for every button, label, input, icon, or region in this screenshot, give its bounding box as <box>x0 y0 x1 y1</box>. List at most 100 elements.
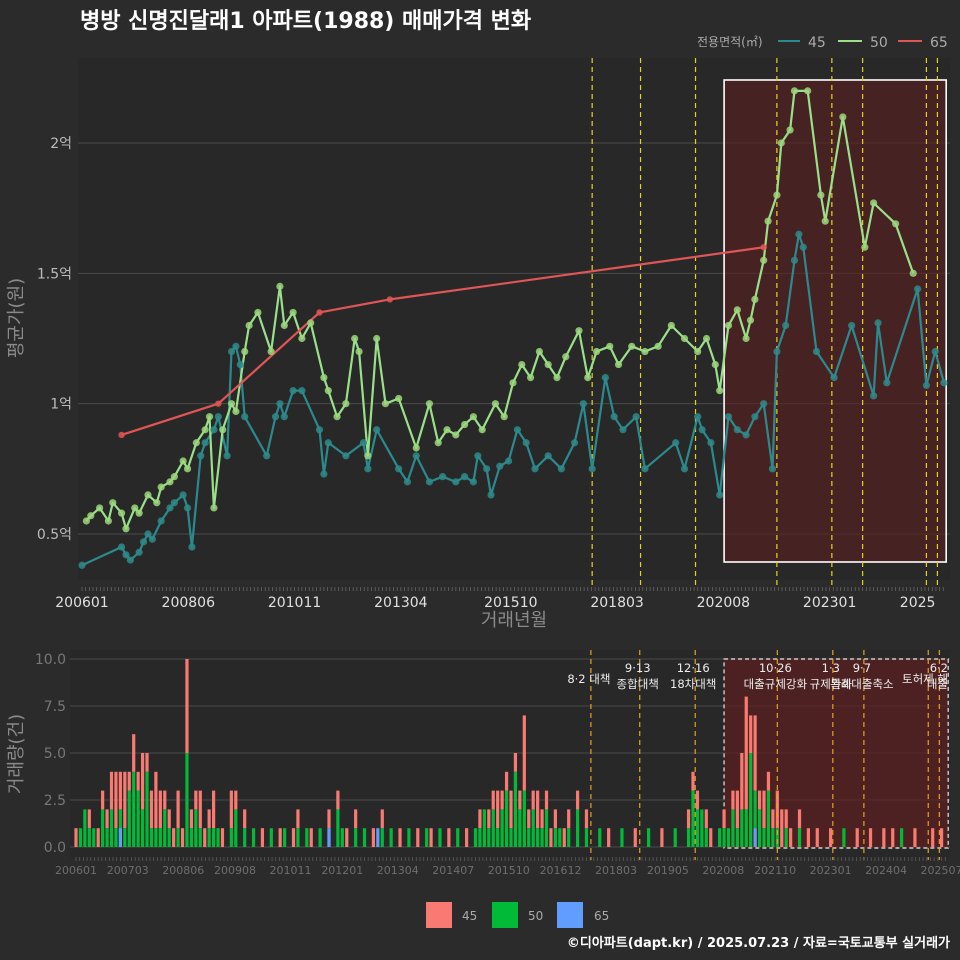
series-point-45-34 <box>364 465 372 473</box>
bar-45-87 <box>575 790 580 810</box>
series-point-50-64 <box>628 342 636 350</box>
chart-title: 병방 신명진달래1 아파트(1988) 매매가격 변화 <box>80 9 531 34</box>
series-point-45-69 <box>733 426 741 434</box>
bar-50-81 <box>544 809 549 847</box>
bar-45-24 <box>180 828 185 847</box>
bar-45-108 <box>744 696 748 810</box>
annotation-0-line-0: 8·2 대책 <box>567 672 610 686</box>
series-point-45-56 <box>588 465 596 473</box>
series-point-50-1 <box>87 512 95 520</box>
bar-45-0 <box>74 828 78 847</box>
bar-65-1 <box>327 828 331 847</box>
series-point-65-2 <box>316 309 323 316</box>
bottom-x-axis-labels: 200601 200703 200806 200908 201011 201201 2013… <box>55 864 960 877</box>
series-point-50-76 <box>746 316 755 324</box>
series-point-50-15 <box>183 465 192 473</box>
series-point-50-44 <box>434 439 442 447</box>
bottom-plot-area: 8·2 대책 9·13 종합대책 12·16 18차대책 10·26 대출규제강화 1·3 규제… <box>35 650 960 877</box>
bar-45-66 <box>478 809 482 829</box>
bottom-x-tick-label-15: 202404 <box>865 864 907 877</box>
series-point-45-47 <box>496 462 504 470</box>
series-point-45-45 <box>483 465 491 473</box>
series-point-50-66 <box>654 342 662 350</box>
series-point-45-63 <box>680 465 689 473</box>
bar-45-121 <box>815 828 819 847</box>
top-event-lines <box>591 58 939 588</box>
bar-50-48 <box>336 809 340 847</box>
bar-50-51 <box>354 828 358 847</box>
bar-50-27 <box>194 809 198 847</box>
bar-50-95 <box>673 828 677 847</box>
bar-50-117 <box>784 828 788 847</box>
bar-50-97 <box>691 790 695 847</box>
series-point-50-0 <box>82 517 90 525</box>
series-point-50-65 <box>641 347 649 356</box>
bar-50-9 <box>114 828 118 847</box>
bar-50-107 <box>740 809 744 847</box>
series-point-45-29 <box>315 426 324 434</box>
bar-50-83 <box>553 828 557 847</box>
series-point-45-30 <box>320 470 328 478</box>
bar-45-77 <box>527 809 531 829</box>
bar-50-77 <box>527 828 531 847</box>
bottom-x-tick-label-0: 200601 <box>55 864 97 877</box>
bar-45-20 <box>163 790 167 810</box>
bottom-x-tick-label-5: 201201 <box>321 864 363 877</box>
series-point-50-87 <box>839 113 847 121</box>
series-point-45-80 <box>830 374 838 382</box>
bar-50-109 <box>749 753 753 847</box>
series-point-50-4 <box>109 499 117 507</box>
bar-50-54 <box>380 828 384 847</box>
top-x-tick-label-1: 200806 <box>162 595 216 611</box>
series-point-45-46 <box>487 491 495 499</box>
bar-50-84 <box>558 828 562 847</box>
series-point-50-84 <box>804 87 812 95</box>
bar-50-67 <box>482 809 486 847</box>
bar-45-72 <box>504 771 509 791</box>
series-point-45-21 <box>236 360 244 369</box>
bar-65-2 <box>376 828 380 847</box>
top-y-tick-label-3: 2억 <box>50 136 72 152</box>
bar-45-22 <box>172 828 176 847</box>
series-point-45-49 <box>513 426 521 434</box>
legend-bottom-swatch-65 <box>557 902 583 928</box>
bar-50-14 <box>136 790 140 847</box>
bar-65-3 <box>753 828 757 847</box>
bar-45-64 <box>465 828 469 847</box>
series-point-50-54 <box>526 374 535 382</box>
bar-45-100 <box>704 809 708 829</box>
annotation-3-line-0: 10·26 <box>759 661 792 675</box>
bar-45-19 <box>158 790 162 829</box>
series-point-50-47 <box>461 420 469 429</box>
bar-45-92 <box>633 828 637 847</box>
bar-50-119 <box>797 828 802 847</box>
series-point-45-48 <box>505 457 513 465</box>
series-point-45-26 <box>280 413 288 421</box>
annotation-1-line-0: 9·13 <box>625 661 651 675</box>
bar-45-14 <box>136 771 140 791</box>
bar-45-112 <box>762 790 766 829</box>
bar-50-32 <box>216 828 220 847</box>
series-point-50-11 <box>157 483 165 491</box>
series-point-45-58 <box>610 413 618 421</box>
bar-45-3 <box>87 809 91 829</box>
series-point-50-46 <box>452 431 460 439</box>
bar-50-103 <box>722 828 726 847</box>
series-point-45-17 <box>214 413 222 421</box>
bottom-x-tick-label-13: 202110 <box>754 864 796 877</box>
bar-50-91 <box>620 828 624 847</box>
series-point-50-71 <box>711 360 719 369</box>
series-point-50-32 <box>320 374 328 382</box>
series-point-50-45 <box>443 426 451 434</box>
series-point-45-59 <box>619 426 627 434</box>
bar-45-21 <box>167 809 171 829</box>
bar-50-111 <box>757 809 762 847</box>
bar-45-47 <box>327 809 331 829</box>
series-point-45-11 <box>179 491 187 499</box>
bar-45-81 <box>544 790 549 810</box>
bar-50-79 <box>536 828 540 847</box>
series-point-45-55 <box>579 400 587 408</box>
bottom-annotations: 8·2 대책 9·13 종합대책 12·16 18차대책 10·26 대출규제강화 1·3 규제… <box>567 661 948 691</box>
bar-50-31 <box>212 828 216 847</box>
top-series <box>78 87 948 569</box>
